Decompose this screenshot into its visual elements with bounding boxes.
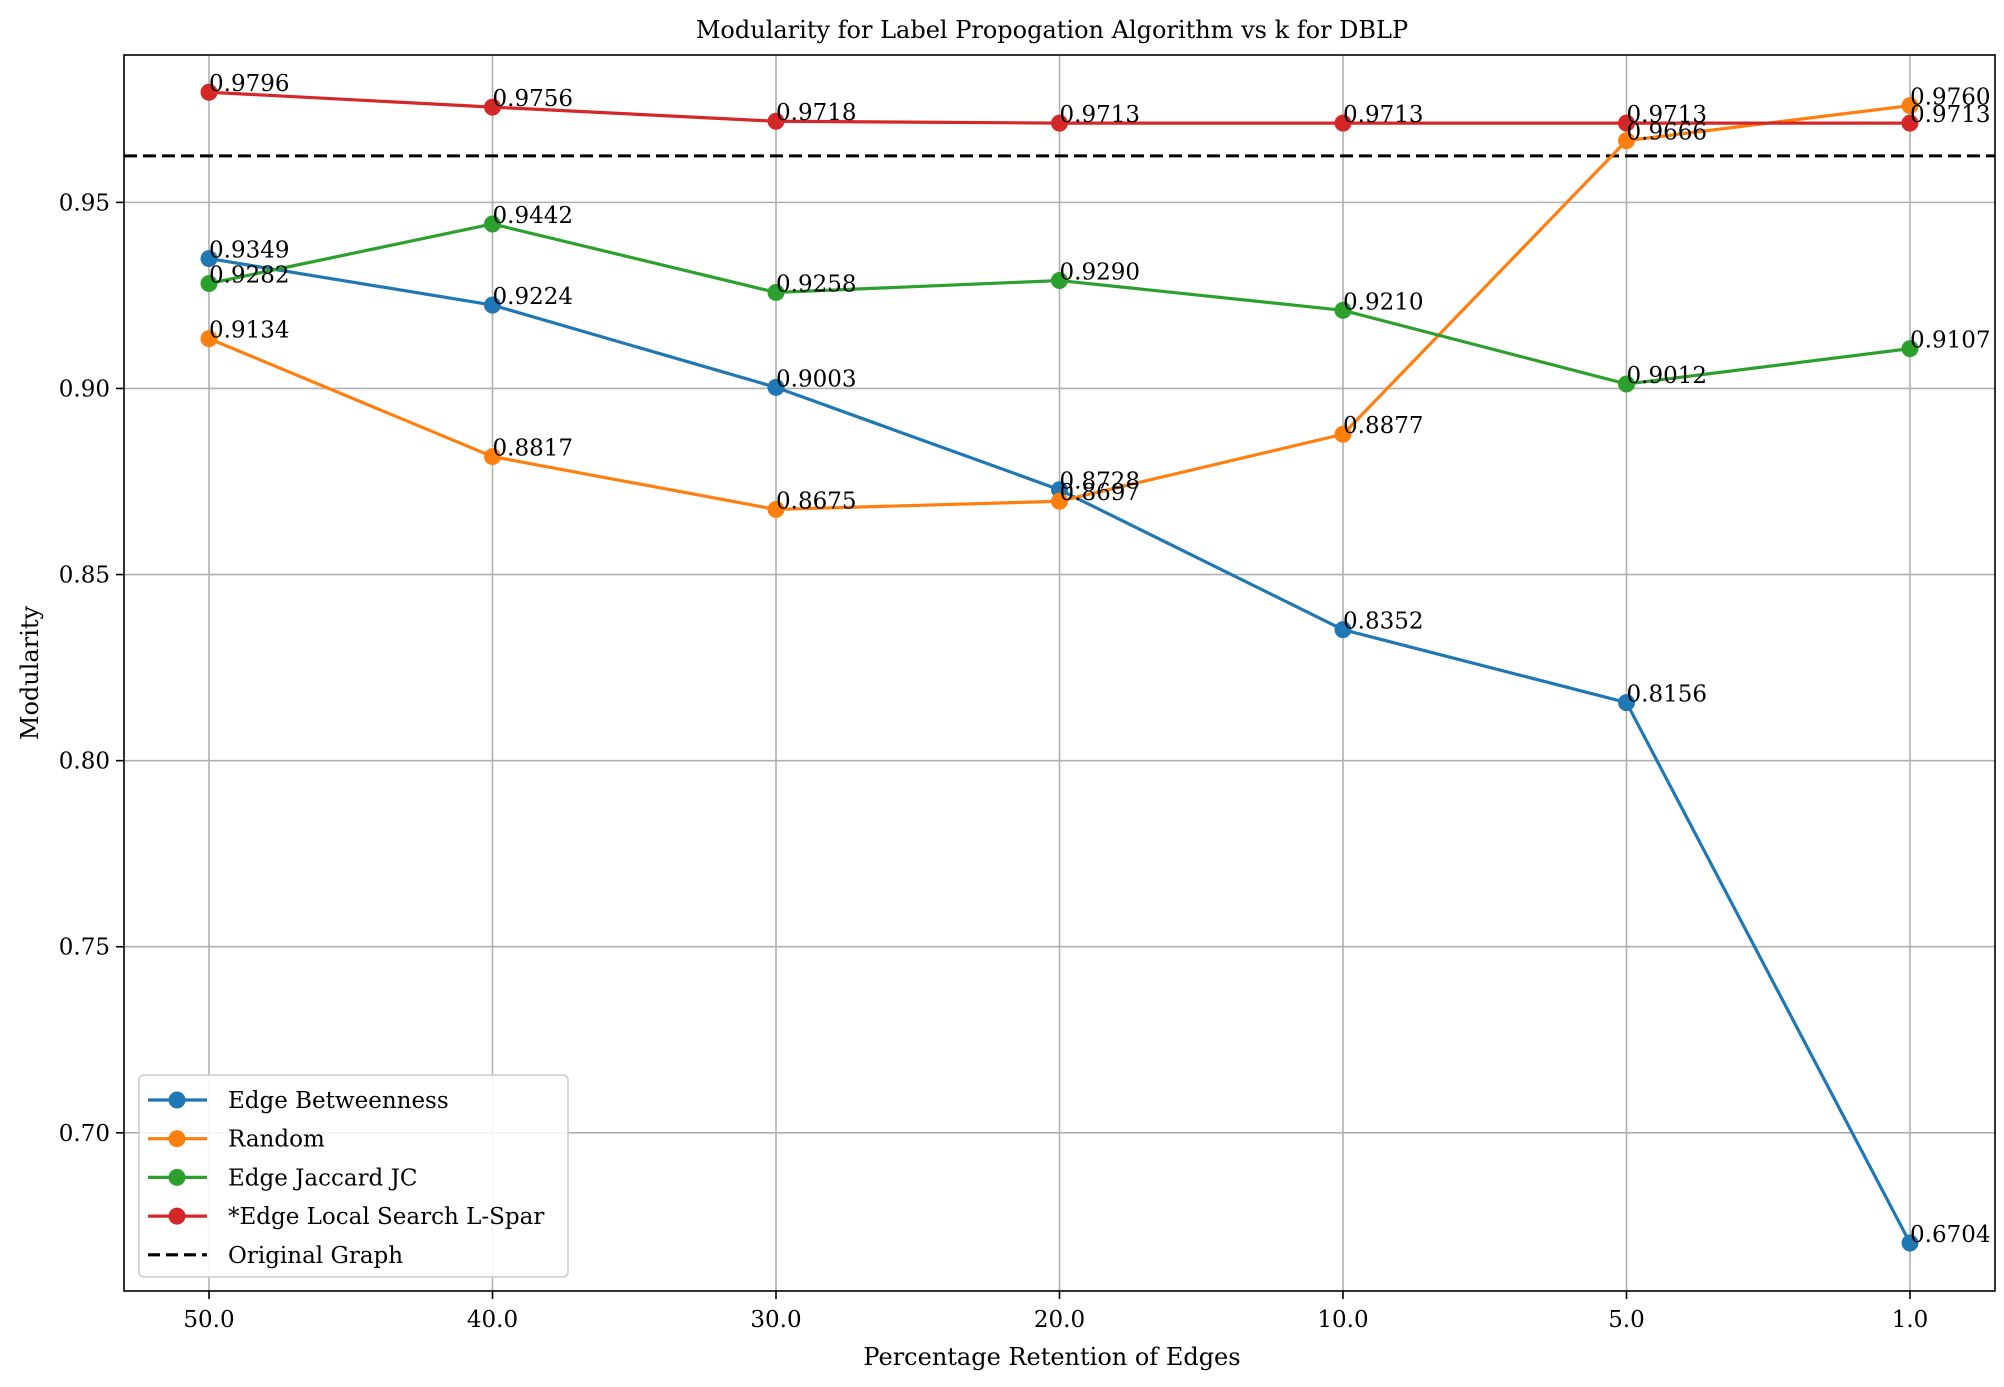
- y-tick-label: 0.70: [59, 1121, 110, 1147]
- data-label-random: 0.8697: [1060, 480, 1140, 506]
- data-point-random: [1901, 97, 1919, 115]
- data-point-random: [767, 500, 785, 518]
- legend-marker-edge-jaccard-jc: [168, 1168, 186, 1186]
- x-tick-label: 20.0: [1034, 1307, 1085, 1333]
- data-point-edge-jaccard-jc: [200, 275, 218, 293]
- chart-title: Modularity for Label Propogation Algorit…: [696, 16, 1408, 44]
- data-label-random: 0.8877: [1343, 413, 1423, 439]
- data-point-random: [200, 330, 218, 348]
- data-point-edge-betweenness: [200, 250, 218, 268]
- data-point-edge-jaccard-jc: [1618, 375, 1635, 393]
- legend-label-edge-local-search-l-spar: *Edge Local Search L-Spar: [228, 1204, 544, 1230]
- data-label-edge-local-search-l-spar: 0.9713: [1627, 102, 1707, 128]
- data-label-edge-jaccard-jc: 0.9258: [776, 271, 856, 297]
- data-label-random: 0.9134: [209, 318, 289, 344]
- data-point-edge-local-search-l-spar: [484, 98, 501, 116]
- data-point-edge-jaccard-jc: [1901, 340, 1919, 358]
- data-label-random: 0.8817: [493, 436, 573, 462]
- data-point-edge-jaccard-jc: [1051, 272, 1068, 290]
- x-tick-label: 5.0: [1608, 1307, 1645, 1333]
- x-tick-label: 40.0: [467, 1307, 518, 1333]
- data-label-edge-jaccard-jc: 0.9012: [1627, 363, 1707, 389]
- legend: Edge Betweenness Random Edge Jaccard JC *Ed…: [138, 1074, 569, 1278]
- legend-marker-edge-betweenness: [168, 1091, 186, 1109]
- data-point-edge-betweenness: [1901, 1234, 1919, 1252]
- data-point-edge-betweenness: [767, 378, 785, 396]
- legend-box: [138, 1074, 569, 1278]
- data-point-edge-betweenness: [1334, 621, 1352, 639]
- data-label-edge-jaccard-jc: 0.9442: [493, 203, 573, 229]
- data-label-edge-local-search-l-spar: 0.9756: [493, 86, 573, 112]
- data-label-random: 0.8675: [776, 488, 856, 514]
- data-label-edge-local-search-l-spar: 0.9713: [1060, 102, 1140, 128]
- legend-label-random: Random: [228, 1127, 325, 1153]
- y-axis-label: Modularity: [16, 605, 44, 740]
- data-point-edge-betweenness: [484, 296, 501, 314]
- legend-marker-edge-local-search-l-spar: [168, 1207, 186, 1225]
- data-label-random: 0.9666: [1627, 120, 1707, 146]
- data-label-edge-betweenness: 0.8728: [1060, 469, 1140, 495]
- data-label-edge-local-search-l-spar: 0.9713: [1910, 102, 1990, 128]
- data-label-edge-jaccard-jc: 0.9290: [1060, 260, 1140, 286]
- data-label-edge-betweenness: 0.8352: [1343, 609, 1423, 635]
- legend-label-edge-betweenness: Edge Betweenness: [228, 1088, 449, 1114]
- y-tick-label: 0.90: [59, 376, 110, 402]
- data-point-edge-local-search-l-spar: [1901, 114, 1919, 132]
- data-point-edge-jaccard-jc: [484, 215, 501, 233]
- x-tick-label: 50.0: [183, 1307, 234, 1333]
- data-point-edge-local-search-l-spar: [200, 83, 218, 101]
- data-point-edge-local-search-l-spar: [1051, 114, 1068, 132]
- legend-label-edge-jaccard-jc: Edge Jaccard JC: [228, 1165, 417, 1191]
- data-point-random: [1051, 492, 1068, 510]
- data-label-edge-jaccard-jc: 0.9210: [1343, 289, 1423, 315]
- data-label-edge-betweenness: 0.9003: [776, 366, 856, 392]
- data-point-edge-betweenness: [1618, 694, 1635, 712]
- data-point-edge-local-search-l-spar: [1618, 114, 1635, 132]
- data-point-edge-jaccard-jc: [767, 283, 785, 301]
- x-tick-label: 30.0: [750, 1307, 801, 1333]
- data-point-edge-jaccard-jc: [1334, 301, 1352, 319]
- data-label-layer: 0.9349 0.9224 0.9003 0.8728 0.8352 0.8156 0.67…: [209, 71, 1990, 1248]
- data-point-edge-local-search-l-spar: [1334, 114, 1352, 132]
- y-tick-label: 0.95: [59, 190, 110, 216]
- y-tick-label: 0.80: [59, 749, 110, 775]
- x-tick-label: 1.0: [1892, 1307, 1929, 1333]
- data-label-edge-betweenness: 0.9349: [209, 238, 289, 264]
- data-point-random: [1334, 425, 1352, 443]
- series-layer: [200, 83, 1919, 1252]
- data-label-edge-jaccard-jc: 0.9282: [209, 263, 289, 289]
- legend-label-original-graph: Original Graph: [228, 1243, 403, 1269]
- y-tick-label: 0.85: [59, 563, 110, 589]
- data-label-edge-local-search-l-spar: 0.9718: [776, 100, 856, 126]
- data-label-edge-local-search-l-spar: 0.9796: [209, 71, 289, 97]
- data-point-edge-local-search-l-spar: [767, 112, 785, 130]
- data-label-random: 0.9760: [1910, 85, 1990, 111]
- data-label-edge-local-search-l-spar: 0.9713: [1343, 102, 1423, 128]
- data-point-random: [1618, 132, 1635, 150]
- y-tick-label: 0.75: [59, 935, 110, 961]
- axis-ticks: 50.0 40.0 30.0 20.0 10.0 5.0 1.0 0.70 0.75 0.80 0.…: [59, 190, 1929, 1333]
- data-label-edge-betweenness: 0.6704: [1910, 1222, 1990, 1248]
- grid-lines: [124, 55, 1995, 1291]
- x-axis-label: Percentage Retention of Edges: [863, 1343, 1240, 1371]
- legend-marker-random: [168, 1130, 186, 1148]
- data-label-edge-betweenness: 0.9224: [493, 284, 573, 310]
- x-tick-label: 10.0: [1317, 1307, 1368, 1333]
- data-label-edge-jaccard-jc: 0.9107: [1910, 328, 1990, 354]
- data-point-random: [484, 448, 501, 466]
- data-label-edge-betweenness: 0.8156: [1627, 682, 1707, 708]
